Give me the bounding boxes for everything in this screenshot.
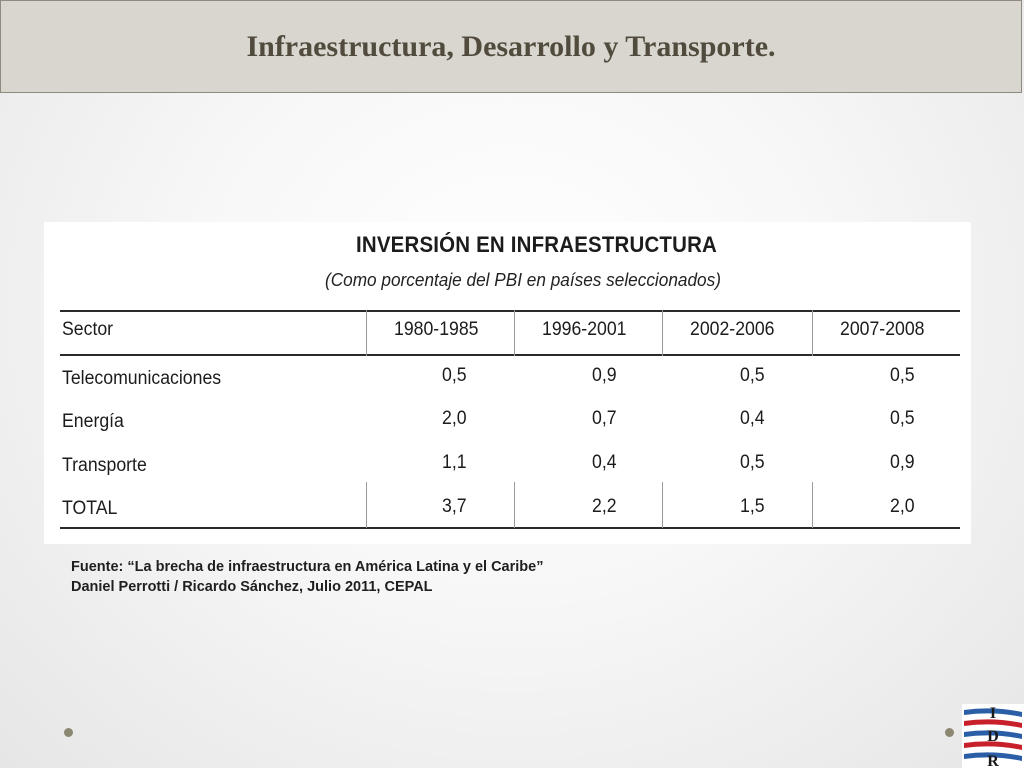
row-label-total: TOTAL [62, 498, 118, 519]
table-bottom-rule [60, 527, 960, 529]
table-cell: 2,2 [592, 496, 617, 517]
slide-title-bar: Infraestructura, Desarrollo y Transporte… [0, 0, 1022, 93]
table-cell: 1,1 [442, 452, 467, 473]
column-divider [514, 310, 515, 356]
logo-letter-r: R [987, 753, 999, 768]
table-cell: 0,5 [442, 365, 467, 386]
column-divider [366, 310, 367, 356]
column-divider [812, 310, 813, 356]
logo-letter-i: I [990, 705, 996, 722]
source-line-1: Fuente: “La brecha de infraestructura en… [71, 559, 544, 575]
table-title: INVERSIÓN EN INFRAESTRUCTURA [356, 232, 718, 257]
header-sector: Sector [62, 319, 114, 340]
table-cell: 0,9 [592, 365, 617, 386]
table-subtitle: (Como porcentaje del PBI en países selec… [325, 269, 721, 290]
header-period-1: 1980-1985 [394, 319, 479, 340]
row-label-telecom: Telecomunicaciones [62, 368, 222, 389]
table-cell: 0,5 [740, 452, 765, 473]
header-period-3: 2002-2006 [690, 319, 775, 340]
source-citation: Fuente: “La brecha de infraestructura en… [71, 557, 543, 597]
column-divider [514, 482, 515, 528]
column-divider [366, 482, 367, 528]
slide-title: Infraestructura, Desarrollo y Transporte… [246, 29, 776, 63]
investment-table-image: INVERSIÓN EN INFRAESTRUCTURA (Como porce… [44, 222, 971, 544]
left-bullet-dot [64, 728, 73, 737]
table-cell: 1,5 [740, 496, 765, 517]
idr-logo-graphic: I D R [962, 704, 1024, 768]
table-top-rule [60, 310, 960, 312]
column-divider [662, 482, 663, 528]
header-period-4: 2007-2008 [840, 319, 925, 340]
column-divider [812, 482, 813, 528]
table-cell: 0,5 [890, 408, 915, 429]
table-cell: 0,4 [740, 408, 765, 429]
table-cell: 0,9 [890, 452, 915, 473]
idr-logo: I D R [962, 704, 1024, 768]
column-divider [662, 310, 663, 356]
table-cell: 0,5 [890, 365, 915, 386]
table-cell: 2,0 [890, 496, 915, 517]
table-cell: 0,4 [592, 452, 617, 473]
header-period-2: 1996-2001 [542, 319, 627, 340]
source-line-2: Daniel Perrotti / Ricardo Sánchez, Julio… [71, 579, 433, 595]
row-label-energia: Energía [62, 411, 124, 432]
logo-letter-d: D [987, 728, 999, 745]
row-label-transporte: Transporte [62, 455, 147, 476]
table-cell: 2,0 [442, 408, 467, 429]
table-cell: 3,7 [442, 496, 467, 517]
table-header-rule [60, 354, 960, 356]
right-bullet-dot [945, 728, 954, 737]
table-cell: 0,5 [740, 365, 765, 386]
table-cell: 0,7 [592, 408, 617, 429]
